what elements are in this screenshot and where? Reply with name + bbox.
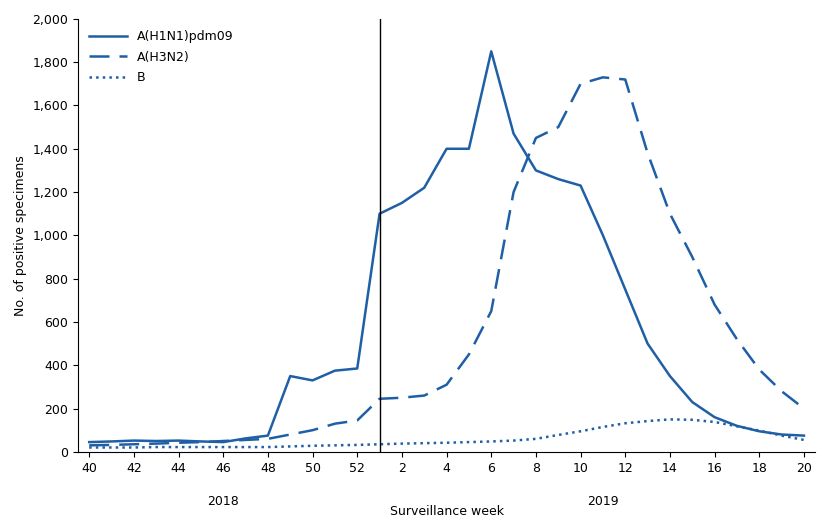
Legend: A(H1N1)pdm09, A(H3N2), B: A(H1N1)pdm09, A(H3N2), B [84,25,238,89]
Y-axis label: No. of positive specimens: No. of positive specimens [14,155,26,315]
Text: 2019: 2019 [586,495,618,508]
Text: 2018: 2018 [207,495,238,508]
X-axis label: Surveillance week: Surveillance week [389,505,503,518]
